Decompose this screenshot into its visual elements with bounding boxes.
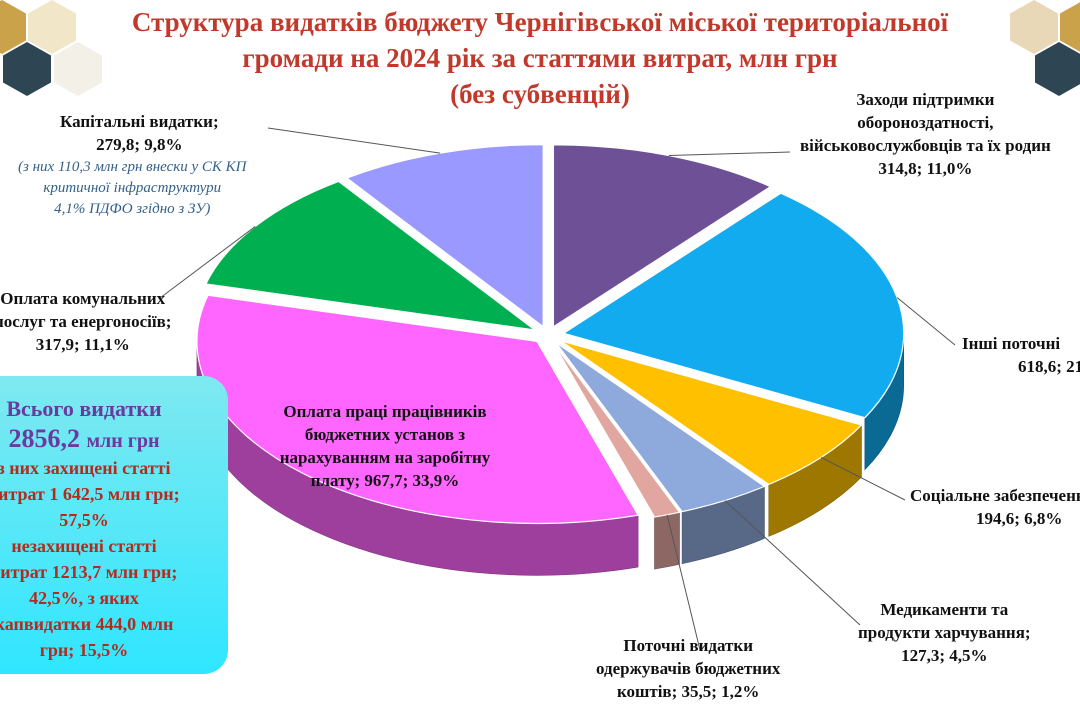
pie-sides	[196, 333, 904, 576]
pie-slice	[196, 294, 640, 524]
decor-hexagon	[28, 0, 76, 54]
decor-hexagon	[54, 42, 102, 96]
data-label-line: 314,8; 11,0%	[878, 159, 973, 178]
summary-total-value: 2856,2	[8, 424, 80, 453]
data-label-utilities: Оплата комунальних послуг та енергоносії…	[0, 287, 171, 356]
summary-line: 42,5%, з яких	[29, 588, 139, 608]
leader-lines	[159, 127, 956, 651]
data-label-line: обороноздатності,	[857, 113, 994, 132]
data-label-line: Соціальне забезпечення	[910, 486, 1080, 505]
data-label-other: Інші поточні 618,6; 21,6%	[962, 332, 1080, 378]
data-label-line: продукти харчування;	[858, 623, 1031, 642]
data-label-line: коштів; 35,5; 1,2%	[616, 682, 760, 701]
decor-hexagon	[1010, 0, 1058, 54]
data-label-line: одержувачів бюджетних	[596, 659, 781, 678]
data-label-line: бюджетних установ з	[304, 425, 466, 444]
data-label-line: 279,8; 9,8%	[96, 135, 183, 154]
leader-line	[159, 225, 256, 299]
summary-total: 2856,2 млн грн	[0, 424, 198, 454]
data-label-current: Поточні видатки одержувачів бюджетних ко…	[596, 634, 780, 703]
data-label-salary: Оплата праці працівників бюджетних устан…	[240, 400, 530, 492]
data-label-line: 194,6; 6,8%	[976, 509, 1063, 528]
leader-line	[820, 456, 906, 501]
data-label-line: Капітальні видатки;	[60, 112, 219, 131]
summary-line: грн; 15,5%	[39, 640, 129, 660]
summary-box: Всього видатки 2856,2 млн грн з них захи…	[0, 376, 228, 674]
data-label-line: Оплата комунальних	[0, 289, 166, 308]
capital-note: (з них 110,3 млн грн внески у СК КП крит…	[18, 157, 246, 220]
data-label-line: нарахуванням на заробітну	[279, 448, 491, 467]
data-label-defense: Заходи підтримки обороноздатності, війсь…	[800, 88, 1051, 180]
summary-line: 57,5%	[59, 510, 109, 530]
capital-note-line: критичної інфраструктури	[43, 180, 222, 196]
summary-line: витрат 1213,7 млн грн;	[0, 562, 178, 582]
summary-total-label: Всього видатки	[6, 396, 162, 421]
leader-line	[896, 297, 956, 346]
data-label-line: послуг та енергоносіїв;	[0, 312, 172, 331]
data-label-line: військовослужбовців та їх родин	[800, 136, 1051, 155]
data-label-line: Поточні видатки	[623, 636, 753, 655]
capital-note-line: 4,1% ПДФО згідно з ЗУ)	[54, 201, 211, 217]
summary-total-unit: млн грн	[86, 430, 160, 452]
data-label-social: Соціальне забезпечення 194,6; 6,8%	[910, 484, 1080, 530]
data-label-line: 317,9; 11,1%	[35, 335, 130, 354]
chart-title-line: Структура видатків бюджету Чернігівської…	[131, 7, 949, 37]
data-label-line: 618,6; 21,6%	[1018, 357, 1080, 376]
data-label-line: Інші поточні	[962, 334, 1061, 353]
leader-line	[668, 151, 791, 157]
leader-line	[724, 500, 861, 626]
data-label-line: Заходи підтримки	[856, 90, 995, 109]
pie-slice	[205, 180, 538, 331]
data-label-line: Медикаменти та	[880, 600, 1009, 619]
summary-line: незахищені статті	[11, 536, 157, 556]
decor-hexagon	[3, 42, 51, 96]
chart-title: Структура видатків бюджету Чернігівської…	[60, 4, 1020, 112]
pie-slice	[555, 342, 766, 513]
data-label-capital: Капітальні видатки; 279,8; 9,8%	[60, 110, 219, 156]
pie-slices	[196, 144, 905, 524]
data-label-line: 127,3; 4,5%	[901, 646, 988, 665]
summary-line: капвидатки 444,0 млн	[0, 614, 174, 634]
leader-line	[666, 514, 701, 651]
data-label-line: Оплата праці працівників	[283, 402, 487, 421]
decor-hexagon	[1060, 0, 1080, 54]
data-label-line: плату; 967,7; 33,9%	[310, 471, 460, 490]
capital-note-line: (з них 110,3 млн грн внески у СК КП	[18, 159, 247, 175]
leader-line	[267, 127, 441, 154]
data-label-medicine: Медикаменти та продукти харчування; 127,…	[858, 598, 1031, 667]
pie-slice	[562, 192, 905, 419]
chart-title-line: (без субвенцій)	[450, 79, 630, 109]
pie-slice-side	[654, 511, 680, 570]
pie-slice	[552, 342, 681, 518]
chart-title-line: громади на 2024 рік за статтями витрат, …	[242, 43, 838, 73]
summary-line: з них захищені статті	[0, 458, 171, 478]
summary-line: витрат 1 642,5 млн грн;	[0, 484, 180, 504]
